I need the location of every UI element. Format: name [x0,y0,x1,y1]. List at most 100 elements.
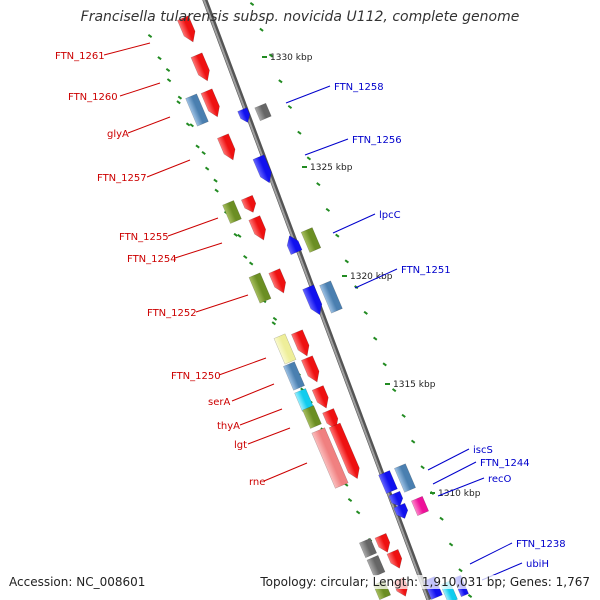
gene-ftn-red [386,549,403,569]
inner-tick-mark [272,316,278,321]
label-leader-line [354,268,398,289]
outer-tick-mark [306,156,312,161]
gene-gray-shape [254,102,272,122]
gene-sera-shape [301,355,320,383]
inner-tick-mark [248,261,254,266]
gene-label: lpcC [379,210,401,221]
inner-tick-mark [189,123,194,128]
gene-ftn-1260-shape [190,52,210,82]
gene-ftn-1256-shape [252,154,272,184]
gene-reco-shape [411,495,429,517]
inner-tick-mark [213,178,218,183]
gene-label: rne [249,477,265,488]
genome-backbone-highlight [202,0,429,600]
label-leader-line [167,217,219,237]
outer-tick-mark [249,1,255,7]
gene-label: FTN_1261 [55,51,105,62]
inner-tick-mark [157,56,162,61]
gene-steel [185,93,209,127]
outer-tick-mark [373,336,378,341]
inner-tick-mark [166,78,172,83]
outer-tick-mark [420,465,425,470]
gene-label: FTN_1258 [334,82,384,93]
gene-ftn-red [374,533,391,553]
label-leader-line [127,116,171,134]
gene-label: FTN_1255 [119,232,169,243]
inner-tick-mark [355,510,361,515]
gene-label: serA [208,397,230,408]
label-leader-line [469,542,513,565]
gene-glya-shape [200,88,220,118]
gene-iscs [378,470,398,494]
gene-ftn-1250-shape [273,333,297,365]
gene-ftn-1251-shape [302,284,323,316]
gene-ftn-1257-shape [217,133,236,161]
gene-ftn-1254-shape [248,215,266,241]
label-leader-line [285,85,331,104]
label-leader-line [263,462,308,482]
gene-ftn-1256 [252,154,272,184]
outer-tick-mark [382,362,387,367]
outer-tick-mark [448,542,454,547]
inner-tick-mark [195,144,200,149]
gene-gray-shape [359,537,377,559]
gene-rne [311,427,349,489]
gene-label: iscS [473,445,493,456]
gene-rne-r-shape [328,422,360,480]
gene-ftn-red-shape [374,533,391,553]
label-leader-line [174,242,223,259]
inner-tick-mark [177,95,183,100]
label-leader-line [437,477,485,497]
outer-tick-mark [316,182,321,187]
gene-rne-shape [311,427,349,489]
gene-label: FTN_1252 [147,308,197,319]
gene-ftn-1261 [177,15,196,43]
gene-blue [388,490,404,507]
gene-glya [200,88,220,118]
gene-ftn-1244-shape [394,463,416,493]
gene-label: FTN_1238 [516,539,566,550]
label-leader-line [247,427,291,445]
inner-tick-mark [185,122,191,127]
label-leader-line [146,159,191,178]
gene-label: FTN_1254 [127,254,177,265]
inner-tick-mark [347,497,353,503]
gene-ftn-1261-shape [177,15,196,43]
gene-blue-shape [388,490,404,507]
gene-lgt [302,405,322,429]
gene-gray [359,537,377,559]
gene-sera [301,355,320,383]
gene-label: FTN_1257 [97,173,147,184]
label-leader-line [195,294,249,313]
gene-ftn-1251-s-shape [319,280,343,314]
gene-lpcc-o-shape [300,227,322,253]
gene-olive-shape [222,200,242,224]
gene-ftn-1244 [394,463,416,493]
gene-steel-shape [185,93,209,127]
label-leader-line [119,82,161,97]
gene-ftn-1252 [268,268,286,294]
gene-thya-shape [311,385,329,409]
outer-tick-mark [268,53,274,58]
gene-thya [311,385,329,409]
inner-tick-mark [204,166,210,171]
gene-lpcc-shape [286,235,303,255]
label-leader-line [218,357,267,376]
inner-tick-mark [201,150,206,155]
outer-tick-mark [344,259,349,264]
scale-label: 1310 kbp [438,489,481,499]
gene-label: FTN_1250 [171,371,221,382]
gene-ftn-1250-r [291,329,310,357]
gene-label: FTN_1260 [68,92,118,103]
gene-ftn-1252-shape [268,268,286,294]
gene-gray [254,102,272,122]
inner-tick-mark [237,233,242,238]
scale-label: 1315 kbp [393,380,436,390]
label-leader-line [231,383,275,402]
gene-ftn-1255-shape [241,194,257,213]
outer-tick-mark [439,516,444,521]
scale-label: 1325 kbp [310,163,353,173]
gene-gray-shape [366,555,386,577]
gene-label: FTN_1251 [401,265,451,276]
outer-tick-mark [391,388,397,393]
